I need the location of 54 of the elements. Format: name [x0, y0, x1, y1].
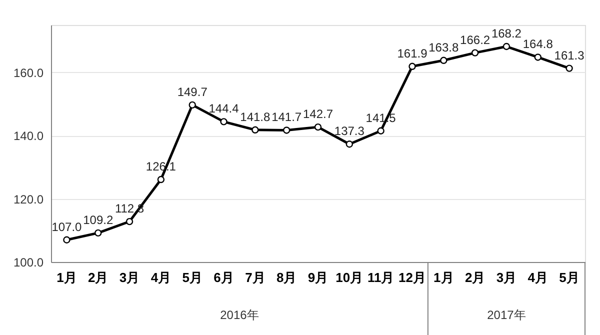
- text: 107.0: [52, 220, 82, 234]
- text: 168.2: [491, 26, 522, 40]
- x-tick-label: 12月: [398, 270, 426, 285]
- text: 166.2: [460, 32, 490, 47]
- y-tick-label: 100.0: [13, 256, 44, 270]
- x-tick-label: 10月: [336, 270, 364, 285]
- x-tick-label: 8月: [276, 270, 297, 285]
- point: [377, 127, 384, 134]
- text: 161.9: [397, 46, 428, 60]
- text: 141.8: [240, 110, 270, 124]
- point: [502, 42, 510, 50]
- x-tick-label: 11月: [367, 270, 394, 285]
- text: 149.7: [177, 84, 208, 99]
- point: [314, 123, 322, 131]
- text: 164.8: [522, 37, 553, 52]
- x-tick-label: 1月: [56, 270, 77, 285]
- text: 137.3: [334, 124, 364, 138]
- x-tick-label: 3月: [119, 270, 140, 285]
- text: 109.2: [83, 212, 114, 227]
- point: [282, 126, 290, 134]
- point: [534, 54, 542, 61]
- point: [94, 229, 102, 237]
- text: 161.3: [554, 48, 584, 62]
- x-tick-label: 9月: [308, 270, 328, 285]
- point: [188, 101, 196, 109]
- text: 2016年: [220, 308, 259, 322]
- x-tick-label: 1月: [434, 270, 454, 285]
- point: [566, 64, 573, 72]
- point: [346, 140, 354, 148]
- x-tick-label: 4月: [150, 270, 172, 285]
- x-tick-label: 7月: [245, 270, 266, 285]
- x-tick-label: 2月: [464, 270, 486, 285]
- point: [63, 236, 70, 244]
- point: [471, 49, 479, 56]
- point: [408, 62, 416, 70]
- x-tick-label: 6月: [214, 270, 234, 285]
- point: [157, 176, 165, 184]
- text: 144.4: [208, 102, 239, 116]
- x-tick-label: 3月: [496, 270, 517, 285]
- point: [126, 218, 134, 226]
- y-tick-label: 160.0: [13, 66, 44, 80]
- point: [252, 126, 259, 134]
- x-tick-label: 5月: [182, 270, 202, 285]
- point: [440, 56, 448, 64]
- y-tick-label: 120.0: [13, 192, 44, 206]
- text: 2017年: [487, 308, 526, 322]
- text: 142.7: [302, 107, 334, 122]
- x-tick-label: 4月: [528, 270, 548, 285]
- y-tick-label: 140.0: [13, 129, 44, 144]
- point: [220, 118, 228, 126]
- x-tick-label: 2月: [88, 270, 108, 285]
- text: 141.7: [272, 110, 302, 124]
- text: 163.8: [428, 40, 459, 54]
- x-tick-label: 5月: [559, 270, 580, 285]
